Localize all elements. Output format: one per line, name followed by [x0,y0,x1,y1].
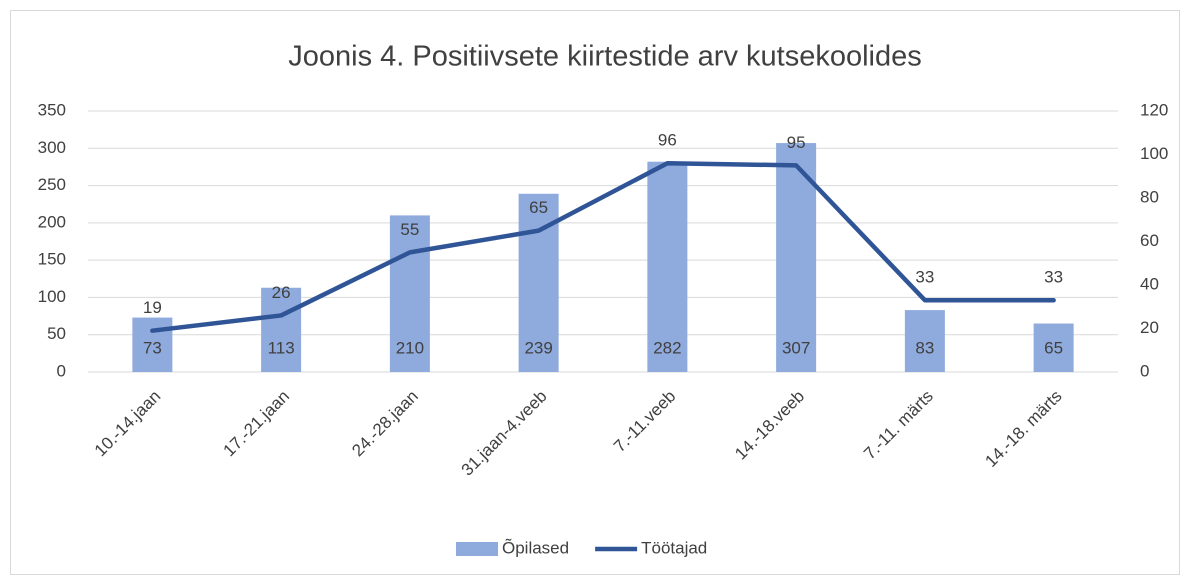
bar [904,310,945,372]
y2-tick-label: 60 [1140,231,1159,250]
y-tick-label: 350 [38,100,66,119]
bar-label: 73 [143,338,162,357]
y2-tick-label: 80 [1140,187,1159,206]
y-tick-label: 300 [38,138,66,157]
chart-border [10,10,1180,575]
bar-label: 65 [1044,338,1063,357]
bar-label: 83 [915,338,934,357]
line-label: 65 [529,198,548,217]
y-tick-label: 200 [38,212,66,231]
line-label: 96 [658,131,677,150]
bar [1033,323,1074,372]
y-tick-label: 0 [57,361,66,380]
bar-label: 113 [268,338,295,357]
y2-tick-label: 40 [1140,274,1159,293]
y-tick-label: 150 [38,250,66,269]
y-tick-label: 50 [47,324,66,343]
line [150,160,1056,333]
bar-label: 239 [524,338,552,357]
bar [647,161,688,372]
y-tick-label: 250 [38,175,66,194]
line-label: 33 [1044,268,1063,287]
bar-label: 210 [396,338,424,357]
y-tick-label: 100 [38,287,66,306]
y2-tick-label: 20 [1140,318,1159,337]
bar [389,215,430,372]
y2-tick-label: 100 [1140,144,1168,163]
line-label: 95 [787,133,806,152]
line-label: 26 [272,283,291,302]
bar-label: 282 [653,338,681,357]
bar [132,317,173,372]
line-label: 33 [915,268,934,287]
y2-tick-label: 0 [1140,361,1149,380]
bar [261,287,302,372]
legend-label: Õpilased [502,538,569,557]
chart-title: Joonis 4. Positiivsete kiirtestide arv k… [288,41,921,73]
bar-label: 307 [782,338,810,357]
line-label: 55 [400,220,419,239]
line-label: 19 [143,298,162,317]
legend-swatch [456,542,498,556]
legend-label: Töötajad [641,538,707,557]
y2-tick-label: 120 [1140,100,1168,119]
